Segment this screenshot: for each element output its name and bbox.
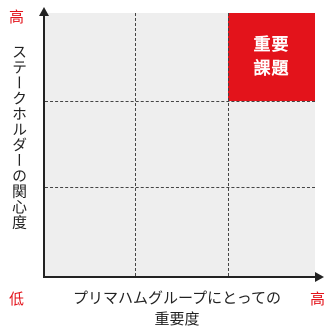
- grid-divider-horizontal: [45, 187, 315, 188]
- x-axis-title: プリマハムグループにとっての 重要度: [44, 288, 310, 330]
- y-axis-high-label: 高: [9, 8, 25, 26]
- grid-divider-horizontal: [45, 101, 315, 102]
- axis-low-label: 低: [9, 290, 25, 308]
- x-axis-title-line1: プリマハムグループにとっての: [73, 289, 281, 307]
- key-issues-line1: 重要: [253, 35, 290, 55]
- grid-divider-vertical: [228, 13, 229, 276]
- x-axis-arrow-icon: [315, 272, 324, 282]
- y-axis-title: ステークホルダーの関心度: [10, 44, 28, 230]
- y-axis-line: [43, 16, 45, 278]
- x-axis-title-line2: 重要度: [154, 310, 200, 328]
- y-axis-arrow-icon: [39, 7, 49, 16]
- x-axis-high-label: 高: [310, 290, 326, 308]
- key-issues-cell: 重要 課題: [228, 13, 315, 101]
- x-axis-line: [43, 276, 316, 278]
- key-issues-line2: 課題: [253, 59, 290, 79]
- grid-divider-vertical: [135, 13, 136, 276]
